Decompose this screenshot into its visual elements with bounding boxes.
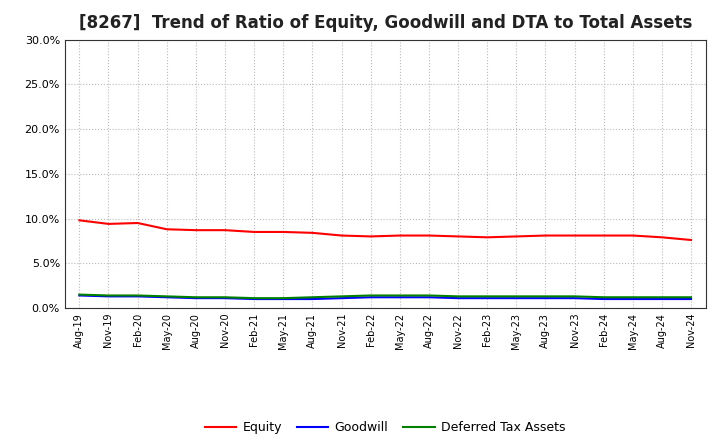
Goodwill: [163, 295, 171, 300]
Equity: [163, 227, 171, 232]
Deferred Tax Assets: [570, 294, 579, 299]
Equity: [657, 235, 666, 240]
Goodwill: [687, 297, 696, 302]
Equity: [279, 229, 287, 235]
Equity: [133, 220, 142, 226]
Equity: [454, 234, 462, 239]
Deferred Tax Assets: [220, 295, 229, 300]
Equity: [308, 230, 317, 235]
Deferred Tax Assets: [657, 295, 666, 300]
Equity: [337, 233, 346, 238]
Goodwill: [366, 295, 375, 300]
Equity: [366, 234, 375, 239]
Goodwill: [133, 294, 142, 299]
Goodwill: [104, 294, 113, 299]
Deferred Tax Assets: [337, 294, 346, 299]
Equity: [570, 233, 579, 238]
Equity: [395, 233, 404, 238]
Deferred Tax Assets: [308, 295, 317, 300]
Deferred Tax Assets: [599, 295, 608, 300]
Equity: [220, 227, 229, 233]
Deferred Tax Assets: [629, 295, 637, 300]
Deferred Tax Assets: [395, 293, 404, 298]
Deferred Tax Assets: [687, 295, 696, 300]
Goodwill: [541, 296, 550, 301]
Deferred Tax Assets: [250, 296, 258, 301]
Goodwill: [279, 297, 287, 302]
Goodwill: [308, 297, 317, 302]
Goodwill: [629, 297, 637, 302]
Line: Goodwill: Goodwill: [79, 296, 691, 299]
Goodwill: [75, 293, 84, 298]
Equity: [75, 218, 84, 223]
Goodwill: [250, 297, 258, 302]
Deferred Tax Assets: [104, 293, 113, 298]
Equity: [541, 233, 550, 238]
Equity: [104, 221, 113, 227]
Deferred Tax Assets: [366, 293, 375, 298]
Equity: [599, 233, 608, 238]
Equity: [512, 234, 521, 239]
Equity: [192, 227, 200, 233]
Goodwill: [337, 296, 346, 301]
Deferred Tax Assets: [541, 294, 550, 299]
Goodwill: [570, 296, 579, 301]
Legend: Equity, Goodwill, Deferred Tax Assets: Equity, Goodwill, Deferred Tax Assets: [200, 416, 570, 439]
Goodwill: [599, 297, 608, 302]
Equity: [425, 233, 433, 238]
Deferred Tax Assets: [279, 296, 287, 301]
Deferred Tax Assets: [454, 294, 462, 299]
Goodwill: [483, 296, 492, 301]
Goodwill: [512, 296, 521, 301]
Goodwill: [192, 296, 200, 301]
Goodwill: [425, 295, 433, 300]
Equity: [629, 233, 637, 238]
Goodwill: [657, 297, 666, 302]
Line: Equity: Equity: [79, 220, 691, 240]
Deferred Tax Assets: [192, 295, 200, 300]
Deferred Tax Assets: [163, 294, 171, 299]
Deferred Tax Assets: [512, 294, 521, 299]
Goodwill: [395, 295, 404, 300]
Line: Deferred Tax Assets: Deferred Tax Assets: [79, 295, 691, 298]
Deferred Tax Assets: [425, 293, 433, 298]
Deferred Tax Assets: [483, 294, 492, 299]
Equity: [250, 229, 258, 235]
Deferred Tax Assets: [133, 293, 142, 298]
Deferred Tax Assets: [75, 292, 84, 297]
Equity: [687, 237, 696, 242]
Goodwill: [454, 296, 462, 301]
Equity: [483, 235, 492, 240]
Title: [8267]  Trend of Ratio of Equity, Goodwill and DTA to Total Assets: [8267] Trend of Ratio of Equity, Goodwil…: [78, 15, 692, 33]
Goodwill: [220, 296, 229, 301]
